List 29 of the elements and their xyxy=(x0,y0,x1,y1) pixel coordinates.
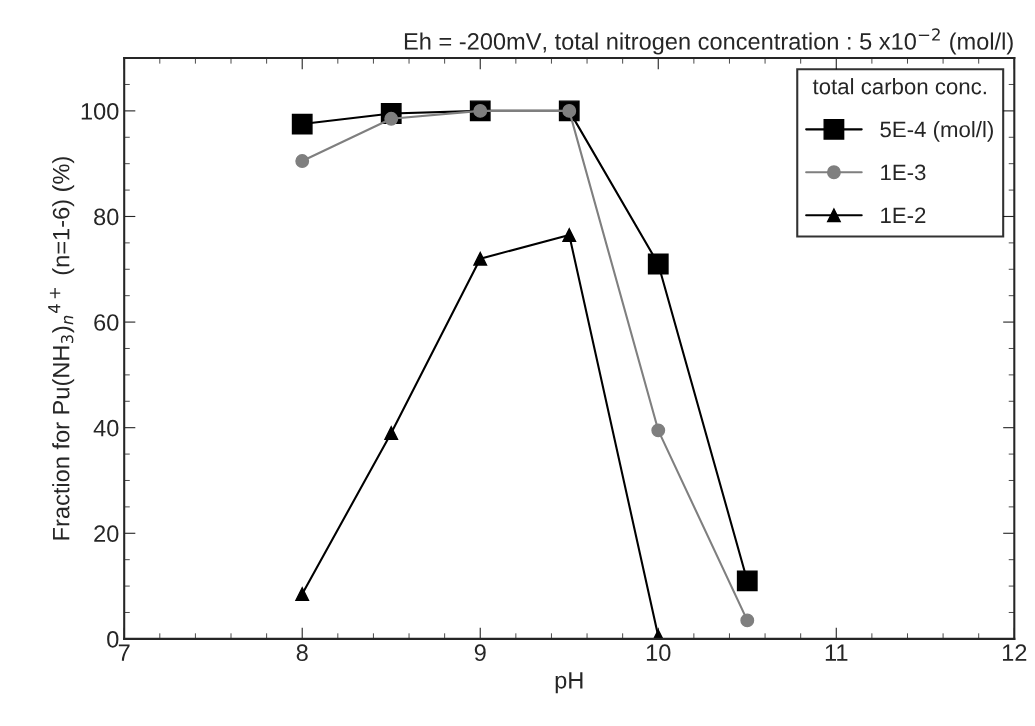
y-tick-label: 0 xyxy=(107,630,119,648)
y-tick-label: 20 xyxy=(94,525,119,543)
y-tick-label: 40 xyxy=(93,419,119,437)
chart-title: Eh = -200mV, total nitrogen concentration : 5 x10$^{−2}$ (mol/l) xyxy=(404,28,1013,55)
legend-title: total carbon conc. xyxy=(812,78,986,95)
y-tick-label: 80 xyxy=(94,208,119,226)
x-tick-label: 10 xyxy=(646,644,671,662)
legend-label: 5E-4 (mol/l) xyxy=(880,121,993,142)
point xyxy=(473,251,488,266)
x-tick-label: 12 xyxy=(1002,644,1027,661)
point xyxy=(736,570,758,592)
point xyxy=(562,228,577,242)
x-tick-label: 9 xyxy=(474,644,486,662)
point xyxy=(647,253,669,275)
point xyxy=(295,154,310,168)
x-axis-title: pH xyxy=(555,672,583,694)
point xyxy=(740,613,755,628)
point xyxy=(295,587,310,601)
y-axis-title: Fraction for Pu(NH$_{3}$)$_{n}$$^{4+}$ (n=1-6) (%) xyxy=(48,157,75,540)
point xyxy=(384,426,399,440)
legend-label: 1E-2 xyxy=(881,207,926,223)
legend-label: 1E-3 xyxy=(881,164,926,181)
point xyxy=(291,113,313,135)
x-tick-label: 7 xyxy=(118,644,130,661)
x-tick-label: 11 xyxy=(825,644,848,661)
point xyxy=(651,423,666,438)
x-tick-label: 8 xyxy=(296,644,308,662)
y-tick-label: 100 xyxy=(81,102,119,120)
y-tick-label: 60 xyxy=(94,314,119,331)
